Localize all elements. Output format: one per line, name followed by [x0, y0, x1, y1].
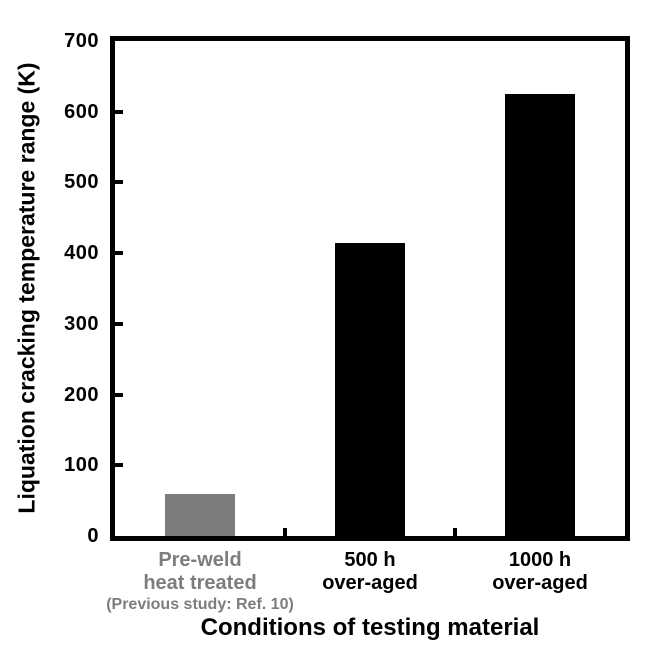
category-label-2: 1000 h over-aged	[430, 549, 650, 595]
category-label-line: over-aged	[322, 572, 418, 594]
bar-0	[165, 493, 235, 536]
y-tick-label: 500	[64, 171, 99, 194]
x-axis-title: Conditions of testing material	[200, 614, 540, 641]
y-tick-label: 200	[64, 383, 99, 406]
y-tick-label: 0	[87, 525, 99, 547]
category-label-1: 500 h over-aged	[260, 549, 480, 595]
bar-1	[335, 242, 405, 536]
category-label-line: 500 h	[344, 549, 396, 571]
x-tick-mark	[453, 528, 457, 536]
category-label-line: over-aged	[492, 572, 588, 594]
x-tick-mark	[283, 528, 287, 536]
bar-2	[505, 94, 575, 536]
y-axis-title: Liquation cracking temperature range (K)	[13, 62, 40, 514]
y-tick-mark	[115, 321, 123, 326]
y-tick-mark	[115, 251, 123, 256]
y-tick-label: 700	[64, 30, 99, 52]
y-tick-mark	[115, 463, 123, 468]
plot-area	[110, 36, 630, 541]
y-tick-mark	[115, 392, 123, 397]
category-label-line: 1000 h	[508, 549, 572, 571]
category-label-line: heat treated	[143, 572, 257, 594]
y-tick-label: 400	[64, 242, 99, 265]
y-tick-label: 600	[64, 100, 99, 123]
y-tick-mark	[115, 109, 123, 114]
y-tick-label: 300	[64, 312, 99, 335]
category-note: (Previous study: Ref. 10)	[106, 596, 294, 613]
category-label-line: Pre-weld	[158, 549, 242, 571]
y-tick-label: 100	[64, 454, 99, 477]
category-label-0: Pre-weld heat treated (Previous study: Ref…	[90, 549, 310, 614]
y-tick-mark	[115, 180, 123, 185]
